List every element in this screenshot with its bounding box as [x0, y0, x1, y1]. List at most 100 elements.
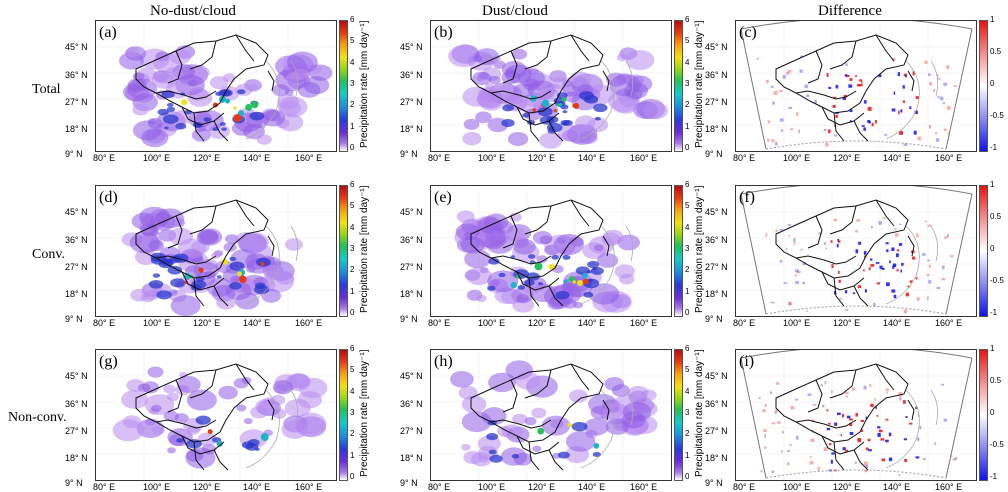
colorbar-tick-label: 2 — [685, 100, 690, 110]
lat-tick-label: 36° N — [65, 399, 88, 409]
lon-tick-label: 80° E — [733, 318, 756, 328]
panel-label: (h) — [434, 353, 453, 370]
map-panel-h: (h) — [430, 349, 672, 481]
panel-label: (a) — [99, 24, 117, 41]
colorbar-tick-label: -1 — [990, 143, 998, 152]
colorbar-tick-label: 1 — [350, 286, 355, 296]
panel-label: (f) — [739, 189, 755, 206]
panel-label: (e) — [434, 189, 452, 206]
lat-tick-label: 27° N — [705, 262, 728, 272]
lat-tick-label: 36° N — [400, 235, 423, 245]
colorbar-tick-label: 0.5 — [990, 47, 1002, 56]
map-canvas — [736, 21, 976, 151]
colorbar-tick-label: 0.5 — [990, 376, 1002, 385]
lon-tick-label: 80° E — [733, 482, 756, 492]
difference-colorbar — [979, 185, 988, 317]
lat-tick-label: 27° N — [705, 426, 728, 436]
colorbar-tick-label: 2 — [685, 265, 690, 275]
colorbar-tick-label: 6 — [350, 15, 355, 24]
colorbar-tick-label: 5 — [685, 36, 690, 46]
colorbar-tick-label: 4 — [350, 57, 355, 67]
precip-colorbar — [674, 349, 683, 481]
lat-tick-label: 9° N — [65, 478, 83, 488]
lon-tick-label: 100° E — [143, 318, 171, 328]
lat-tick-label: 36° N — [705, 399, 728, 409]
colorbar-tick-label: 5 — [350, 365, 355, 375]
colorbar-tick-label: 1 — [685, 121, 690, 131]
map-canvas — [96, 186, 336, 316]
lat-tick-label: 18° N — [65, 289, 88, 299]
lat-tick-label: 9° N — [400, 314, 418, 324]
lat-tick-label: 45° N — [705, 207, 728, 217]
colorbar-tick-label: 0 — [990, 79, 995, 88]
lon-tick-label: 100° E — [478, 153, 506, 163]
colorbar-tick-label: 0 — [990, 408, 995, 417]
colorbar-tick-label: 4 — [685, 386, 690, 396]
lon-tick-label: 120° E — [528, 153, 556, 163]
colorbar-tick-label: 2 — [685, 429, 690, 439]
lon-tick-label: 120° E — [833, 482, 861, 492]
lon-tick-label: 120° E — [528, 318, 556, 328]
lon-tick-label: 140° E — [883, 153, 911, 163]
lat-tick-label: 27° N — [65, 97, 88, 107]
colorbar-tick-label: 5 — [350, 36, 355, 46]
column-title-no-dust: No-dust/cloud — [150, 3, 236, 19]
lat-tick-label: 27° N — [400, 426, 423, 436]
column-title-dust: Dust/cloud — [482, 3, 548, 19]
map-panel-a: (a) — [95, 20, 337, 152]
map-canvas — [431, 350, 671, 480]
lat-tick-label: 18° N — [705, 124, 728, 134]
map-canvas — [96, 350, 336, 480]
precip-colorbar — [339, 185, 348, 317]
lon-tick-label: 160° E — [630, 318, 658, 328]
colorbar-title: Precipitation rate [mm day⁻¹] — [694, 185, 705, 313]
lat-tick-label: 45° N — [705, 371, 728, 381]
lon-tick-label: 80° E — [428, 318, 451, 328]
map-panel-i: (i) — [735, 349, 977, 481]
colorbar-tick-label: 4 — [685, 57, 690, 67]
colorbar-tick-label: 3 — [350, 244, 355, 253]
lat-tick-label: 18° N — [400, 453, 423, 463]
lat-tick-label: 45° N — [65, 371, 88, 381]
lat-tick-label: 18° N — [400, 124, 423, 134]
colorbar-title: Precipitation rate [mm day⁻¹] — [694, 349, 705, 477]
lon-tick-label: 140° E — [578, 318, 606, 328]
map-canvas — [431, 186, 671, 316]
lon-tick-label: 120° E — [193, 153, 221, 163]
lon-tick-label: 140° E — [243, 153, 271, 163]
lat-tick-label: 9° N — [705, 478, 723, 488]
map-panel-e: (e) — [430, 185, 672, 317]
colorbar-tick-label: 6 — [350, 180, 355, 189]
colorbar-tick-label: -0.5 — [990, 111, 1004, 120]
map-panel-f: (f) — [735, 185, 977, 317]
lon-tick-label: 160° E — [630, 482, 658, 492]
colorbar-title: Precipitation rate [mm day⁻¹] — [359, 185, 370, 313]
colorbar-tick-label: 0.5 — [990, 212, 1002, 221]
row-label-total: Total — [32, 82, 61, 97]
colorbar-tick-label: 6 — [685, 15, 690, 24]
lon-tick-label: 100° E — [143, 153, 171, 163]
map-panel-g: (g) — [95, 349, 337, 481]
colorbar-tick-label: 2 — [350, 429, 355, 439]
lat-tick-label: 45° N — [65, 207, 88, 217]
colorbar-tick-label: 4 — [350, 222, 355, 232]
lat-tick-label: 18° N — [400, 289, 423, 299]
lon-tick-label: 120° E — [528, 482, 556, 492]
colorbar-tick-label: 3 — [350, 408, 355, 417]
lon-tick-label: 80° E — [93, 482, 116, 492]
colorbar-tick-label: -0.5 — [990, 440, 1004, 449]
colorbar-tick-label: 3 — [350, 79, 355, 88]
colorbar-tick-label: 1 — [685, 286, 690, 296]
panel-label: (i) — [739, 353, 755, 370]
colorbar-tick-label: 6 — [350, 344, 355, 353]
lon-tick-label: 160° E — [295, 482, 323, 492]
lat-tick-label: 27° N — [400, 97, 423, 107]
colorbar-tick-label: 5 — [350, 201, 355, 211]
colorbar-tick-label: 0 — [990, 244, 995, 253]
panel-label: (b) — [434, 24, 453, 41]
colorbar-title: Precipitation rate [mm day⁻¹] — [359, 20, 370, 148]
precip-colorbar — [674, 185, 683, 317]
lat-tick-label: 9° N — [705, 149, 723, 159]
colorbar-tick-label: 3 — [685, 244, 690, 253]
lat-tick-label: 9° N — [400, 478, 418, 488]
